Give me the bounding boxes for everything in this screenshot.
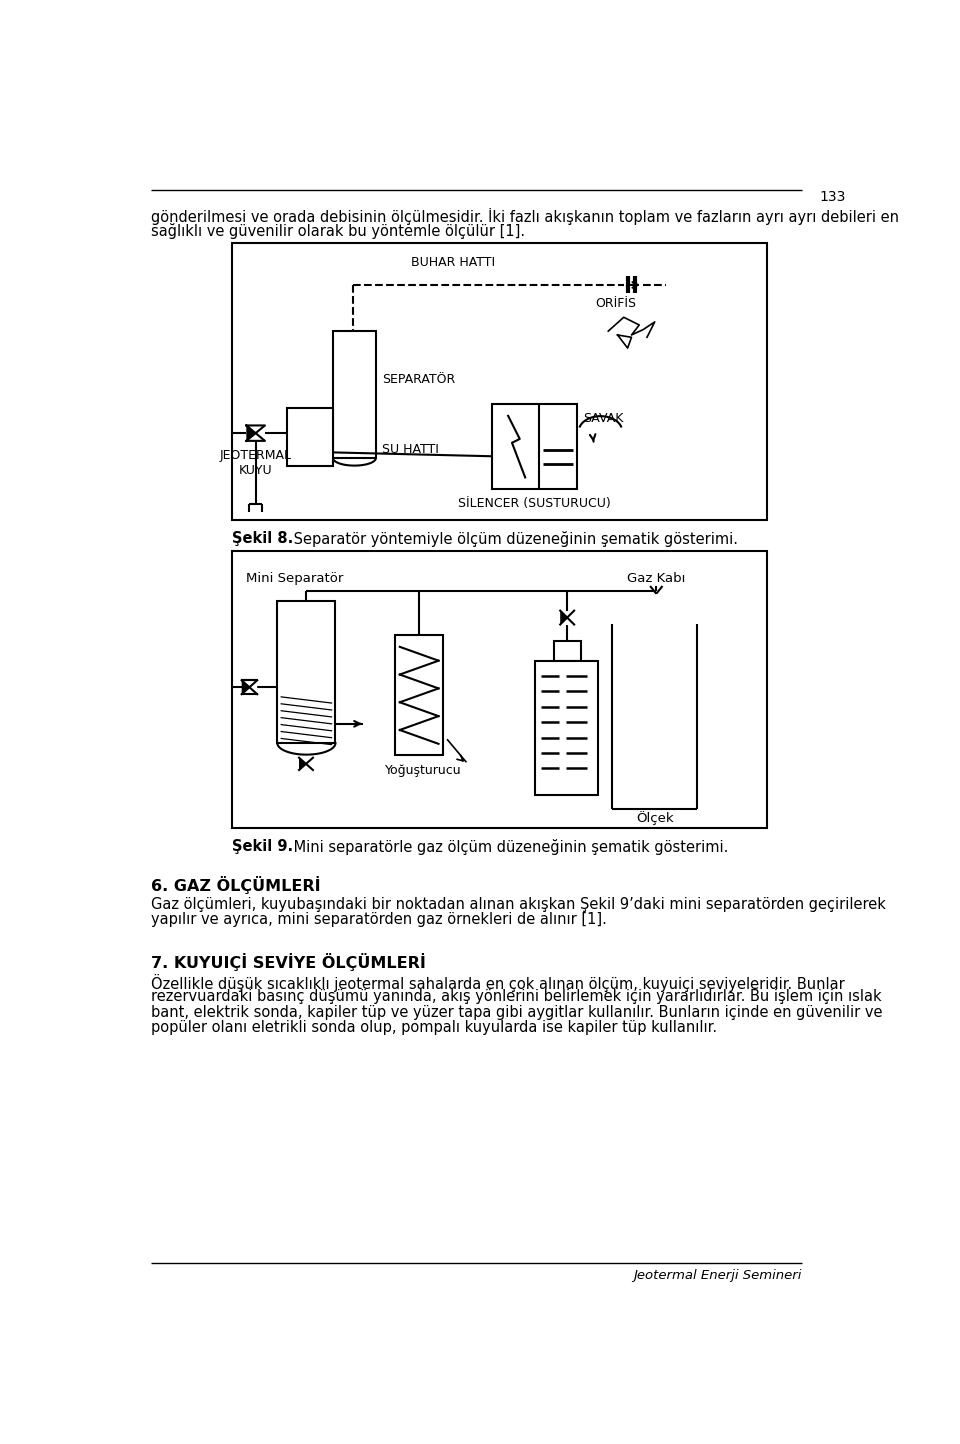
- Text: rezervuardaki basınç düşümü yanında, akış yönlerini belirlemek için yararlıdırla: rezervuardaki basınç düşümü yanında, akı…: [151, 989, 881, 1005]
- Bar: [287, 409, 333, 466]
- Text: Mini Separatör: Mini Separatör: [247, 572, 344, 585]
- Text: Jeotermal Enerji Semineri: Jeotermal Enerji Semineri: [634, 1269, 802, 1282]
- Bar: [554, 641, 581, 661]
- Polygon shape: [250, 680, 257, 695]
- Text: 133: 133: [820, 191, 846, 204]
- Bar: [232, 550, 767, 827]
- Text: Şekil 8.: Şekil 8.: [232, 530, 294, 546]
- Text: Özellikle düşük sıcaklıklı jeotermal sahalarda en çok alınan ölçüm, kuyuiçi sevi: Özellikle düşük sıcaklıklı jeotermal sah…: [151, 975, 845, 992]
- Polygon shape: [255, 426, 265, 440]
- Text: gönderilmesi ve orada debisinin ölçülmesidir. İki fazlı akışkanın toplam ve fazl: gönderilmesi ve orada debisinin ölçülmes…: [151, 208, 899, 225]
- Polygon shape: [242, 680, 250, 695]
- Bar: [333, 331, 375, 458]
- Text: 6. GAZ ÖLÇÜMLERİ: 6. GAZ ÖLÇÜMLERİ: [151, 875, 321, 894]
- Text: Şekil 9.: Şekil 9.: [232, 839, 294, 853]
- Text: SİLENCER (SUSTURUCU): SİLENCER (SUSTURUCU): [458, 497, 611, 510]
- Text: Separatör yöntemiyle ölçüm düzeneğinin şematik gösterimi.: Separatör yöntemiyle ölçüm düzeneğinin ş…: [289, 530, 738, 547]
- Bar: [277, 601, 335, 744]
- Text: sağlıklı ve güvenilir olarak bu yöntemle ölçülür [1].: sağlıklı ve güvenilir olarak bu yöntemle…: [151, 224, 525, 240]
- Polygon shape: [306, 758, 313, 770]
- Text: bant, elektrik sonda, kapiler tüp ve yüzer tapa gibi aygitlar kullanılır. Bunlar: bant, elektrik sonda, kapiler tüp ve yüz…: [151, 1005, 882, 1019]
- Text: popüler olanı eletrikli sonda olup, pompalı kuyularda ise kapiler tüp kullanılır: popüler olanı eletrikli sonda olup, pomp…: [151, 1021, 717, 1035]
- Text: Gaz ölçümleri, kuyubaşındaki bir noktadan alınan akışkan Şekil 9’daki mini separ: Gaz ölçümleri, kuyubaşındaki bir noktada…: [151, 897, 886, 913]
- Text: Gaz Kabı: Gaz Kabı: [627, 572, 685, 585]
- Text: Yoğuşturucu: Yoğuşturucu: [385, 764, 462, 777]
- Polygon shape: [567, 611, 574, 624]
- Bar: [232, 243, 767, 520]
- Text: JEOTERMAL
KUYU: JEOTERMAL KUYU: [220, 449, 292, 477]
- Bar: [535, 661, 598, 796]
- Text: ORİFİS: ORİFİS: [595, 297, 636, 310]
- Polygon shape: [247, 426, 255, 440]
- Text: SAVAK: SAVAK: [584, 412, 624, 425]
- Polygon shape: [299, 758, 306, 770]
- Polygon shape: [561, 611, 567, 624]
- Text: Mini separatörle gaz ölçüm düzeneğinin şematik gösterimi.: Mini separatörle gaz ölçüm düzeneğinin ş…: [289, 839, 729, 855]
- Bar: [396, 635, 444, 755]
- Text: SU HATTI: SU HATTI: [382, 443, 439, 456]
- Text: Ölçek: Ölçek: [636, 812, 674, 825]
- Bar: [492, 404, 577, 490]
- Text: yapılır ve ayrıca, mini separatörden gaz örnekleri de alınır [1].: yapılır ve ayrıca, mini separatörden gaz…: [151, 913, 607, 927]
- Text: BUHAR HATTI: BUHAR HATTI: [411, 257, 495, 270]
- Text: 7. KUYUIÇİ SEVİYE ÖLÇÜMLERİ: 7. KUYUIÇİ SEVİYE ÖLÇÜMLERİ: [151, 953, 426, 970]
- Text: SEPARATÖR: SEPARATÖR: [382, 374, 455, 387]
